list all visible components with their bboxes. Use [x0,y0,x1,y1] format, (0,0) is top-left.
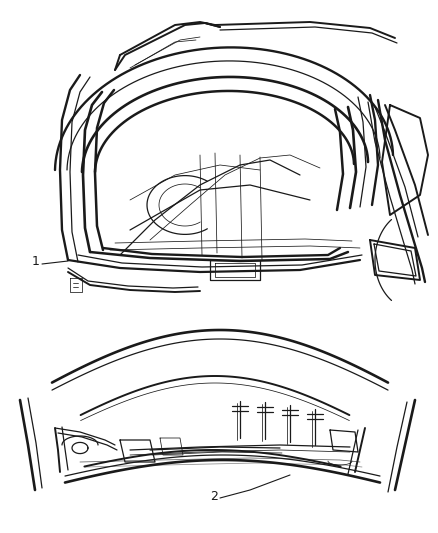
Text: 1: 1 [32,255,40,268]
Text: 2: 2 [210,490,218,503]
